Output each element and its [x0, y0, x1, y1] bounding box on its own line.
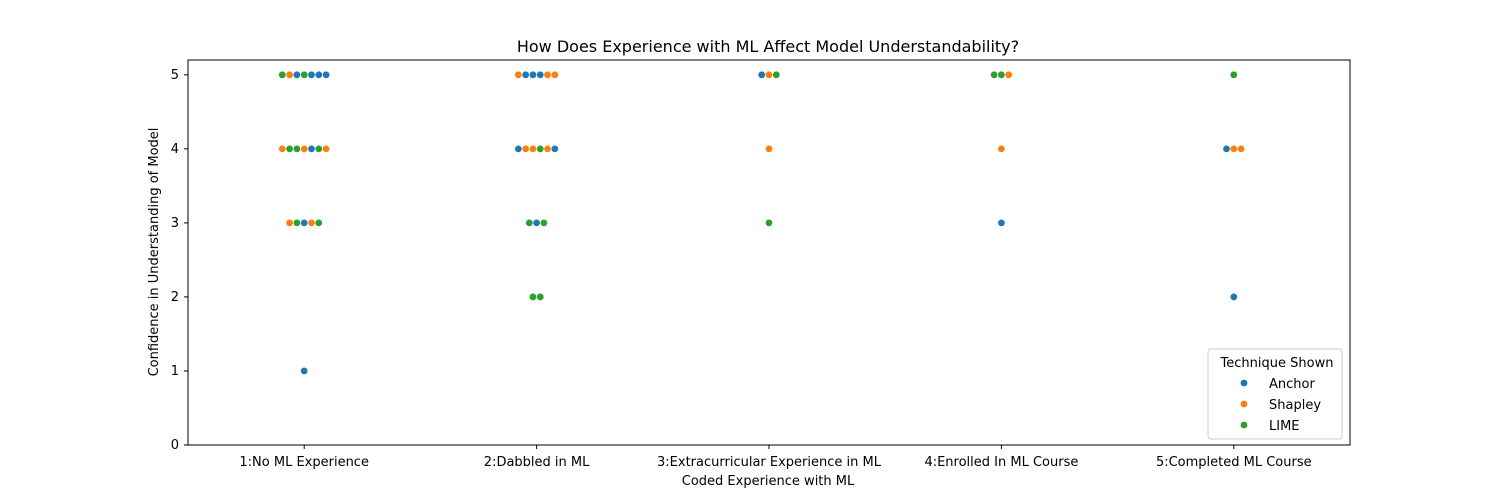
x-axis: 1:No ML Experience 2:Dabbled in ML 3:Extra…	[239, 445, 1312, 470]
data-point-lime	[990, 71, 998, 79]
data-point-lime	[293, 145, 301, 153]
plot-area	[187, 59, 1351, 446]
data-point-anchor	[529, 71, 537, 79]
data-point-lime	[278, 71, 286, 79]
x-tick-label: 2:Dabbled in ML	[484, 455, 590, 470]
data-point-anchor	[533, 219, 540, 227]
data-point-shapley	[544, 145, 551, 153]
legend-title: Technique Shown	[1220, 356, 1334, 371]
data-point-shapley	[308, 219, 315, 227]
y-tick-label: 5	[171, 68, 179, 83]
data-point-lime	[540, 219, 548, 227]
data-point-lime	[529, 293, 537, 301]
data-point-lime	[315, 145, 323, 153]
data-point-anchor	[551, 145, 559, 153]
data-point-anchor	[536, 71, 544, 79]
data-point-shapley	[322, 145, 330, 153]
data-point-shapley	[1005, 71, 1013, 79]
chart-title: How Does Experience with ML Affect Model…	[517, 37, 1019, 56]
data-point-shapley	[551, 71, 559, 79]
data-point-anchor	[308, 71, 315, 79]
y-axis: 0 1 2 3 4 5	[171, 68, 188, 453]
data-point-shapley	[522, 145, 530, 153]
data-point-shapley	[1230, 145, 1238, 153]
data-point-lime	[536, 293, 544, 301]
data-point-anchor	[758, 71, 766, 79]
data-point-shapley	[1237, 145, 1245, 153]
data-point-shapley	[544, 71, 551, 79]
data-point-lime	[765, 219, 773, 227]
legend-box	[1207, 348, 1343, 440]
data-point-shapley	[278, 145, 286, 153]
data-point-anchor	[300, 219, 308, 227]
data-point-lime	[536, 145, 544, 153]
x-tick-label: 5:Completed ML Course	[1156, 455, 1312, 470]
data-point-anchor	[1230, 293, 1238, 301]
legend-label-anchor: Anchor	[1269, 377, 1315, 392]
data-point-anchor	[315, 71, 323, 79]
x-axis-label: Coded Experience with ML	[682, 474, 855, 489]
y-tick-label: 1	[171, 364, 179, 379]
x-tick-label: 1:No ML Experience	[239, 455, 369, 470]
data-point-anchor	[998, 219, 1005, 227]
data-point-lime	[293, 219, 301, 227]
data-point-lime	[315, 219, 323, 227]
x-tick-label: 4:Enrolled In ML Course	[924, 455, 1078, 470]
data-point-lime	[998, 71, 1005, 79]
y-tick-label: 2	[171, 290, 179, 305]
data-point-anchor	[322, 71, 330, 79]
data-point-shapley	[998, 145, 1005, 153]
legend-label-lime: LIME	[1269, 419, 1300, 434]
data-point-anchor	[1223, 145, 1230, 153]
x-tick-label: 3:Extracurricular Experience in ML	[657, 455, 882, 470]
data-point-lime	[286, 145, 293, 153]
data-point-shapley	[300, 145, 308, 153]
data-point-shapley	[286, 71, 293, 79]
legend-label-shapley: Shapley	[1269, 398, 1321, 413]
y-tick-label: 4	[171, 142, 179, 157]
data-point-anchor	[293, 71, 301, 79]
legend: Technique Shown Anchor Shapley LIME	[1207, 348, 1343, 440]
y-tick-label: 0	[171, 438, 179, 453]
data-point-anchor	[308, 145, 315, 153]
data-point-lime	[300, 71, 308, 79]
legend-marker-anchor	[1240, 379, 1248, 387]
data-point-lime	[1230, 71, 1238, 79]
data-point-anchor	[514, 145, 522, 153]
data-point-shapley	[514, 71, 522, 79]
data-points	[278, 71, 1245, 375]
legend-marker-shapley	[1240, 400, 1248, 408]
data-point-shapley	[529, 145, 537, 153]
legend-marker-lime	[1240, 421, 1248, 429]
data-point-shapley	[765, 145, 773, 153]
data-point-anchor	[300, 367, 308, 375]
data-point-lime	[525, 219, 533, 227]
data-point-shapley	[286, 219, 293, 227]
data-point-anchor	[522, 71, 530, 79]
y-tick-label: 3	[171, 216, 179, 231]
data-point-shapley	[765, 71, 773, 79]
y-axis-label: Confidence in Understanding of Model	[147, 128, 162, 377]
data-point-lime	[772, 71, 780, 79]
